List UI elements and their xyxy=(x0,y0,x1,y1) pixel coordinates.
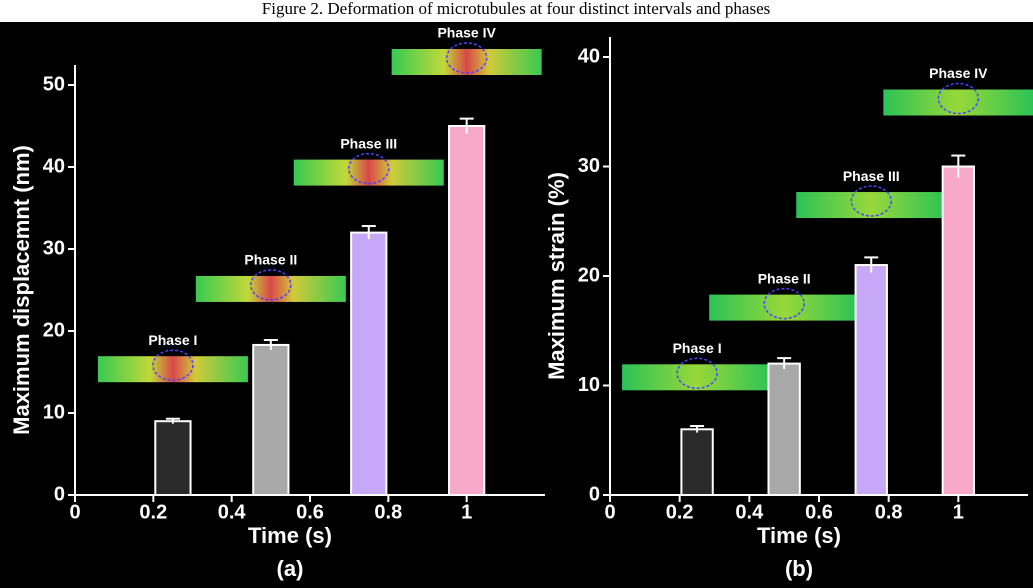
bar xyxy=(768,364,799,495)
bar xyxy=(449,126,484,495)
y-tick-label: 20 xyxy=(43,319,65,341)
x-tick-label: 0.2 xyxy=(666,501,694,523)
microtubule xyxy=(796,192,946,218)
microtubule xyxy=(196,276,346,302)
phase-label: Phase I xyxy=(673,340,722,356)
y-tick-label: 0 xyxy=(54,483,65,505)
phase-label: Phase III xyxy=(340,135,397,151)
x-tick-label: 0.6 xyxy=(805,501,833,523)
figure: Figure 2. Deformation of microtubules at… xyxy=(0,0,1033,588)
x-tick-label: 1 xyxy=(953,501,964,523)
x-tick-label: 0.6 xyxy=(296,501,324,523)
microtubule xyxy=(294,160,444,186)
y-axis-label: Maximum displacemnt (nm) xyxy=(9,145,34,435)
x-axis-label: Time (s) xyxy=(248,523,332,548)
x-tick-label: 1 xyxy=(461,501,472,523)
y-tick-label: 20 xyxy=(578,264,600,286)
microtubule xyxy=(98,356,248,382)
y-tick-label: 10 xyxy=(43,401,65,423)
bar xyxy=(856,265,887,495)
phase-label: Phase II xyxy=(244,252,297,268)
bar xyxy=(681,429,712,495)
bar xyxy=(253,345,288,495)
phase-label: Phase II xyxy=(758,270,811,286)
bar xyxy=(351,233,386,495)
phase-label: Phase III xyxy=(843,168,900,184)
figure-title: Figure 2. Deformation of microtubules at… xyxy=(262,0,770,18)
y-tick-label: 30 xyxy=(43,237,65,259)
x-tick-label: 0.8 xyxy=(374,501,402,523)
microtubule xyxy=(392,49,542,75)
y-axis-label: Maximum strain (%) xyxy=(544,172,569,380)
bar xyxy=(943,167,974,496)
bar xyxy=(155,421,190,495)
x-tick-label: 0 xyxy=(69,501,80,523)
panel-label: (b) xyxy=(785,556,813,581)
y-tick-label: 30 xyxy=(578,155,600,177)
y-tick-label: 40 xyxy=(578,45,600,67)
x-axis-label: Time (s) xyxy=(757,523,841,548)
x-tick-label: 0.2 xyxy=(139,501,167,523)
microtubule xyxy=(622,364,772,390)
y-tick-label: 40 xyxy=(43,155,65,177)
y-tick-label: 0 xyxy=(589,483,600,505)
x-tick-label: 0.4 xyxy=(218,501,247,523)
phase-label: Phase I xyxy=(148,332,197,348)
y-tick-label: 50 xyxy=(43,73,65,95)
microtubule xyxy=(883,90,1033,116)
phase-label: Phase IV xyxy=(929,65,988,81)
panel-label: (a) xyxy=(277,556,304,581)
y-tick-label: 10 xyxy=(578,374,600,396)
microtubule xyxy=(709,295,859,321)
x-tick-label: 0.8 xyxy=(875,501,903,523)
x-tick-label: 0 xyxy=(604,501,615,523)
phase-label: Phase IV xyxy=(437,25,496,41)
x-tick-label: 0.4 xyxy=(735,501,764,523)
